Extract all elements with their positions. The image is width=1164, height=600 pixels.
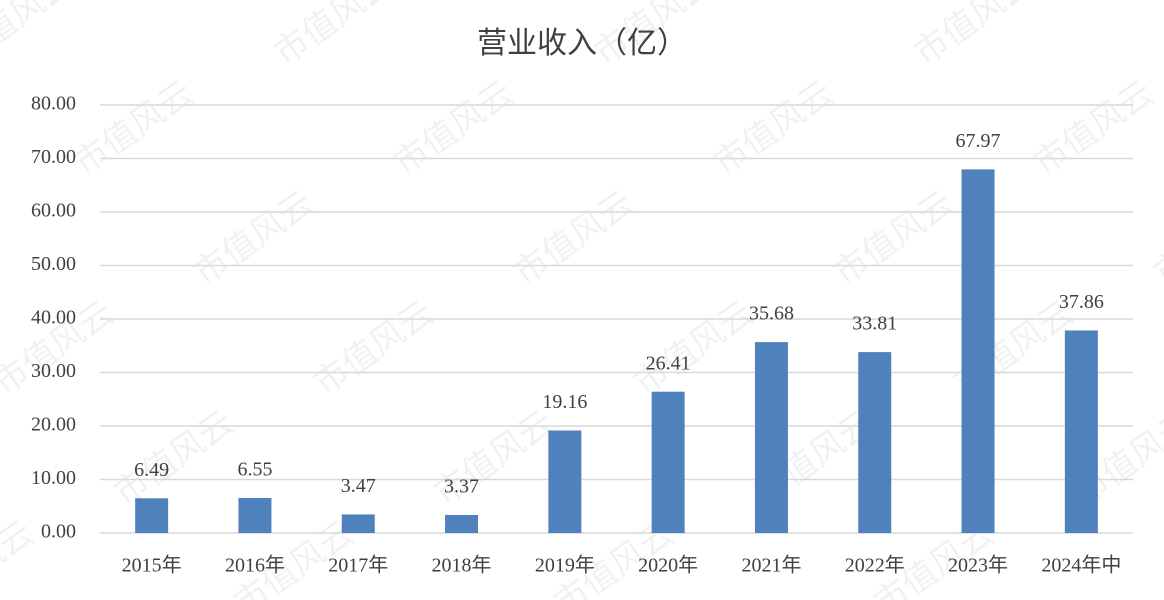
watermark: 市值风云 xyxy=(507,184,640,293)
bar xyxy=(445,514,479,533)
x-tick-label: 2023年 xyxy=(948,554,1008,577)
value-label: 3.47 xyxy=(341,475,376,497)
watermark: 市值风云 xyxy=(0,514,40,600)
x-tick-label: 2018年 xyxy=(432,554,492,577)
watermark: 市值风云 xyxy=(1147,184,1164,293)
value-label: 67.97 xyxy=(956,130,1001,152)
bar xyxy=(858,352,892,533)
y-tick-label: 70.00 xyxy=(31,146,76,168)
watermark: 市值风云 xyxy=(907,0,1040,73)
x-tick-label: 2017年 xyxy=(328,554,388,577)
value-label: 19.16 xyxy=(542,391,587,413)
bar xyxy=(651,391,685,533)
x-tick-label: 2022年 xyxy=(845,554,905,577)
y-tick-label: 60.00 xyxy=(31,200,76,222)
y-tick-label: 20.00 xyxy=(31,414,76,436)
value-label: 3.37 xyxy=(444,476,479,498)
watermark: 市值风云 xyxy=(1027,74,1160,183)
y-tick-label: 50.00 xyxy=(31,253,76,275)
x-tick-label: 2019年 xyxy=(535,554,595,577)
bar xyxy=(238,497,272,533)
watermark: 市值风云 xyxy=(267,0,400,73)
y-tick-label: 0.00 xyxy=(41,521,76,543)
bar xyxy=(341,514,375,533)
bar xyxy=(754,342,788,533)
bar xyxy=(961,169,995,533)
value-label: 6.55 xyxy=(237,459,272,481)
x-tick-label: 2020年 xyxy=(638,554,698,577)
bar xyxy=(548,430,582,533)
watermark: 市值风云 xyxy=(67,74,200,183)
x-tick-label: 2015年 xyxy=(122,554,182,577)
watermark: 市值风云 xyxy=(707,74,840,183)
value-label: 6.49 xyxy=(134,459,169,481)
y-tick-label: 30.00 xyxy=(31,360,76,382)
watermark: 市值风云 xyxy=(307,294,440,403)
x-tick-label: 2024年中 xyxy=(1041,554,1121,577)
watermark: 市值风云 xyxy=(627,294,760,403)
y-tick-label: 80.00 xyxy=(31,93,76,115)
value-label: 26.41 xyxy=(646,352,691,374)
value-label: 33.81 xyxy=(852,313,897,335)
watermark: 市值风云 xyxy=(187,184,320,293)
y-tick-label: 10.00 xyxy=(31,467,76,489)
bar xyxy=(1064,330,1098,533)
chart-title: 营业收入（亿） xyxy=(477,27,687,60)
x-tick-label: 2016年 xyxy=(225,554,285,577)
watermark: 市值风云 xyxy=(387,74,520,183)
watermark: 市值风云 xyxy=(827,184,960,293)
bar xyxy=(135,498,169,533)
watermark: 市值风云 xyxy=(107,404,240,513)
value-label: 35.68 xyxy=(749,303,794,325)
y-tick-label: 40.00 xyxy=(31,307,76,329)
watermark: 市值风云 xyxy=(0,0,80,73)
x-tick-label: 2021年 xyxy=(741,554,801,577)
value-label: 37.86 xyxy=(1059,291,1104,313)
